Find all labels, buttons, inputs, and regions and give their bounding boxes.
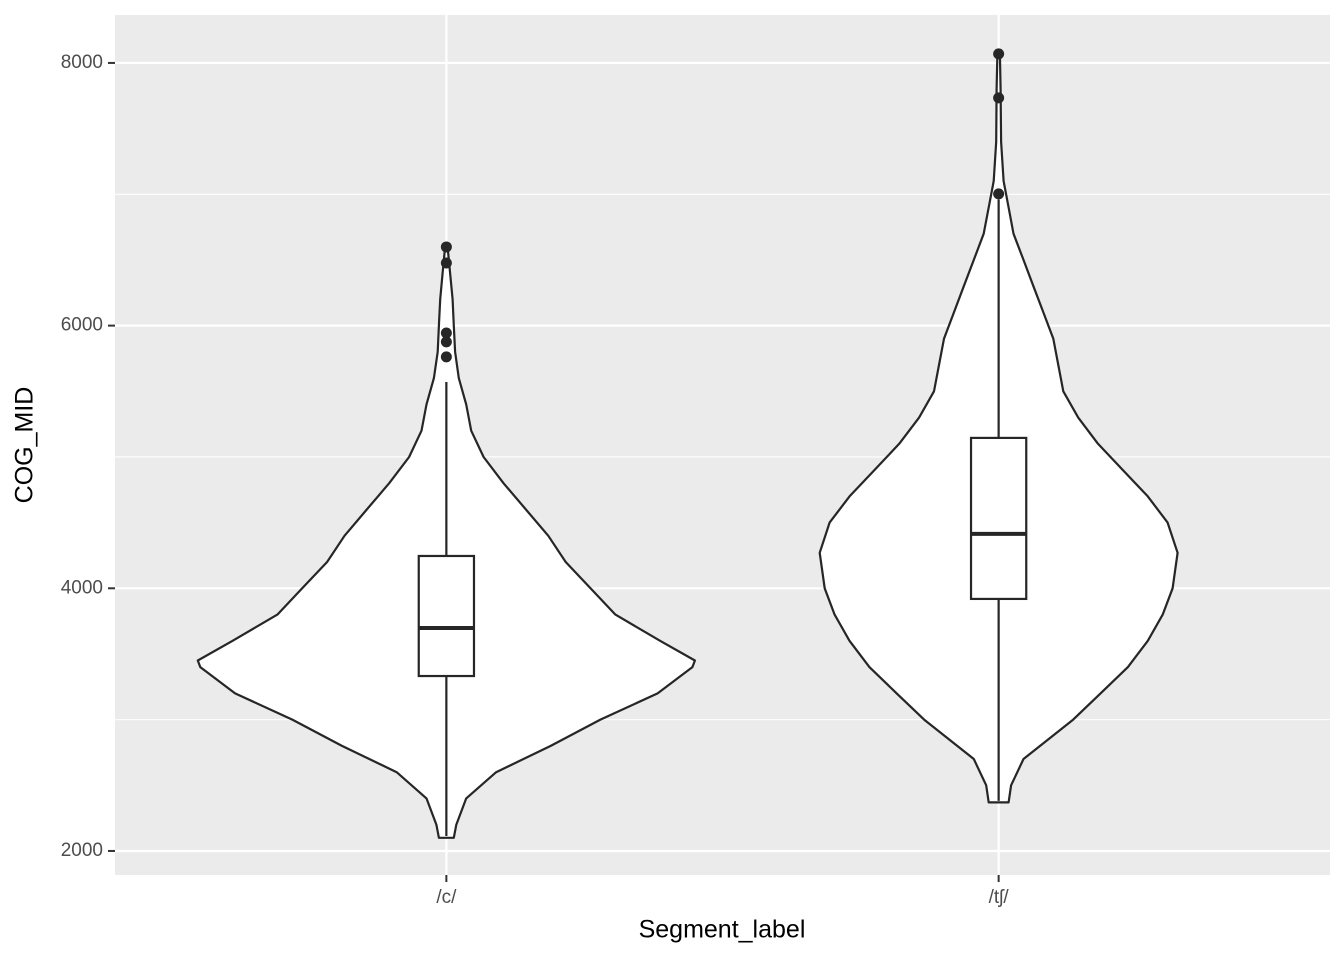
outlier xyxy=(993,48,1005,60)
box xyxy=(417,554,476,678)
x-axis-title: Segment_label xyxy=(639,916,806,944)
outlier xyxy=(440,327,452,339)
x-tick-label: /tʃ/ xyxy=(989,887,1010,908)
x-tick-label: /c/ xyxy=(436,887,457,908)
y-tick-label: 4000 xyxy=(61,577,103,598)
y-axis-title: COG_MID xyxy=(11,387,39,504)
outlier xyxy=(993,92,1005,104)
outlier xyxy=(993,188,1005,200)
outlier xyxy=(440,336,452,348)
y-tick-label: 6000 xyxy=(61,315,103,336)
box xyxy=(969,436,1028,601)
outlier xyxy=(440,241,452,253)
outlier xyxy=(440,351,452,363)
outlier xyxy=(440,257,452,269)
y-tick-label: 2000 xyxy=(61,840,103,861)
panel xyxy=(115,15,1330,875)
y-tick-label: 8000 xyxy=(61,52,103,73)
